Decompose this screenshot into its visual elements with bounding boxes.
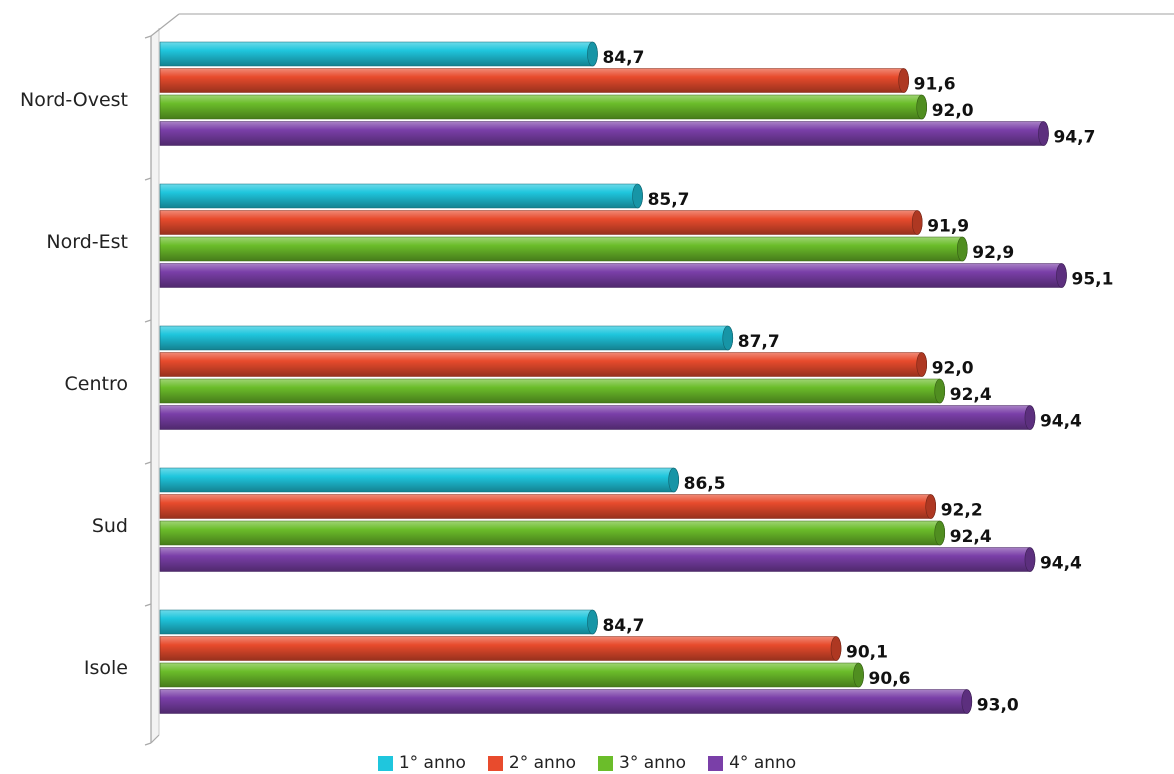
value-labels: 84,7 91,6 92,0 94,7 85,7 91,992,9 95,1 87,7 92,0… xyxy=(602,48,1113,716)
bar xyxy=(159,94,927,120)
bar-end-cap xyxy=(1024,547,1036,572)
bar xyxy=(159,325,734,351)
category-label: Nord-Est xyxy=(46,231,128,253)
data-label: 84,7 xyxy=(602,48,644,68)
category-label: Centro xyxy=(65,373,128,395)
legend-label: 2° anno xyxy=(508,753,576,773)
data-label: 94,7 xyxy=(1053,128,1095,148)
data-label: 94,4 xyxy=(1040,554,1082,574)
data-label: 92,0 xyxy=(932,359,974,379)
legend-swatch xyxy=(487,755,503,771)
axis-wall xyxy=(151,28,159,743)
y-tick xyxy=(144,461,152,465)
bar xyxy=(159,494,937,519)
bar xyxy=(159,236,968,262)
bar-end-cap xyxy=(934,378,946,404)
category-label: Isole xyxy=(84,657,128,679)
bar xyxy=(159,662,864,688)
bar xyxy=(159,352,927,377)
bar xyxy=(159,405,1036,430)
bar-end-cap xyxy=(925,494,937,519)
bar-end-cap xyxy=(1038,121,1049,146)
bar-end-cap xyxy=(961,689,973,714)
bar xyxy=(159,467,679,493)
data-label: 92,4 xyxy=(950,527,992,547)
bar-end-cap xyxy=(587,609,598,635)
bar-end-cap xyxy=(632,183,643,209)
category-labels: Nord-Ovest Nord-Est Centro Sud Isole xyxy=(20,89,128,679)
bar-end-cap xyxy=(934,520,946,546)
legend-swatch xyxy=(708,755,724,771)
y-tick xyxy=(144,603,152,607)
legend-label: 3° anno xyxy=(619,753,687,773)
data-label: 90,6 xyxy=(869,669,911,689)
legend: 1° anno 2° anno 3° anno 4° anno xyxy=(0,752,1174,774)
legend-swatch xyxy=(377,755,393,771)
bar xyxy=(159,636,842,661)
bar-end-cap xyxy=(1024,405,1036,430)
bar xyxy=(159,183,643,209)
bar-end-cap xyxy=(722,325,734,351)
data-label: 90,1 xyxy=(846,643,888,663)
data-label: 95,1 xyxy=(1072,270,1114,290)
bar-end-cap xyxy=(668,467,679,493)
data-label: 84,7 xyxy=(602,616,644,636)
legend-item: 3° anno xyxy=(598,753,686,773)
legend-item: 4° anno xyxy=(708,753,796,773)
data-label: 92,9 xyxy=(972,243,1014,263)
y-tick xyxy=(144,177,152,181)
data-label: 92,2 xyxy=(941,501,983,521)
y-tick xyxy=(144,35,152,39)
bar xyxy=(159,547,1036,572)
legend-item: 1° anno xyxy=(377,753,466,773)
data-label: 91,6 xyxy=(914,75,956,95)
bar-end-cap xyxy=(916,94,928,120)
bar-end-cap xyxy=(853,662,864,688)
bar xyxy=(159,263,1067,288)
bar xyxy=(159,121,1049,146)
legend-swatch xyxy=(598,755,613,771)
data-label: 91,9 xyxy=(927,217,969,237)
bar xyxy=(159,689,973,714)
category-label: Sud xyxy=(92,515,128,537)
bar-end-cap xyxy=(587,41,598,67)
data-label: 85,7 xyxy=(648,190,690,210)
bar xyxy=(159,520,946,546)
bar-end-cap xyxy=(956,236,968,262)
data-label: 86,5 xyxy=(684,474,726,494)
data-label: 93,0 xyxy=(977,696,1019,716)
legend-item: 2° anno xyxy=(487,753,576,773)
axis-bottom-edge xyxy=(150,734,160,744)
y-tick xyxy=(144,319,152,323)
bar xyxy=(159,609,598,635)
legend-label: 1° anno xyxy=(398,753,466,773)
data-label: 92,0 xyxy=(932,101,974,121)
data-label: 87,7 xyxy=(738,332,780,352)
bar xyxy=(159,210,923,235)
axis-top-edge xyxy=(150,13,180,37)
bars xyxy=(159,41,1067,714)
legend-label: 4° anno xyxy=(729,753,797,773)
bar-end-cap xyxy=(898,68,909,93)
data-label: 92,4 xyxy=(950,385,992,405)
category-label: Nord-Ovest xyxy=(20,89,128,111)
data-label: 94,4 xyxy=(1040,412,1082,432)
bar xyxy=(159,378,946,404)
bar-end-cap xyxy=(1056,263,1067,288)
bar-end-cap xyxy=(916,352,928,377)
bar xyxy=(159,41,598,67)
bar xyxy=(159,68,909,93)
y-tick xyxy=(144,742,152,746)
chart-axis xyxy=(144,13,1174,746)
bar-end-cap xyxy=(911,210,923,235)
bar-end-cap xyxy=(830,636,842,661)
